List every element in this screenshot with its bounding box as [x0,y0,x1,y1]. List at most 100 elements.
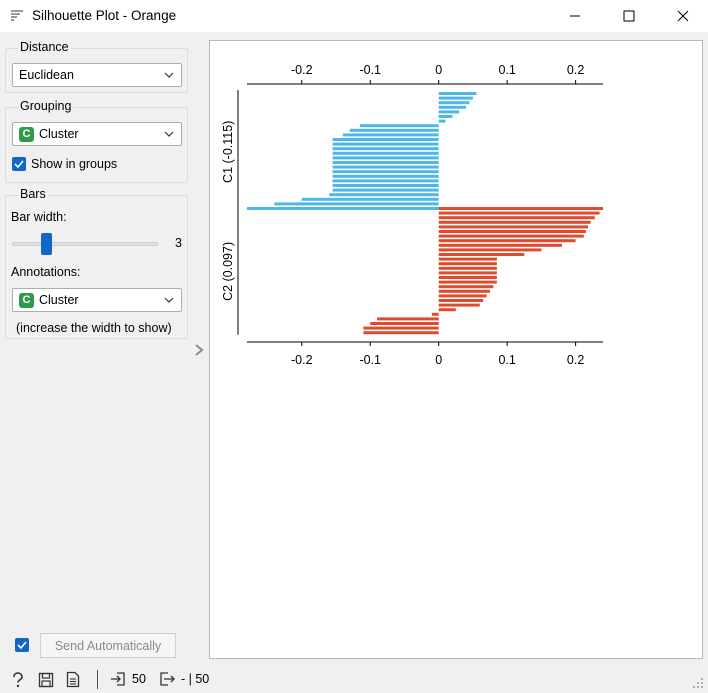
categorical-variable-icon: C [19,292,34,308]
grouping-combo-value: Cluster [39,127,79,141]
categorical-variable-icon: C [19,126,34,142]
silhouette-bar [332,151,439,155]
silhouette-bar [332,142,439,146]
silhouette-bar [377,317,439,321]
silhouette-bar [329,193,439,197]
bars-group: Bars Bar width: 3 Annotations: C Cluster… [5,187,188,339]
silhouette-bar [438,253,525,256]
silhouette-bar [332,188,439,192]
bottom-tick-label: -0.1 [359,353,381,367]
silhouette-bar [363,331,439,335]
status-bar: 50 - | 50 [0,667,708,693]
bottom-tick-label: -0.2 [291,353,313,367]
bars-group-title: Bars [18,187,48,201]
bar-width-value: 3 [175,236,182,250]
grouping-combo[interactable]: C Cluster [12,122,182,146]
annotations-combo[interactable]: C Cluster [12,288,182,312]
minimize-icon [570,15,580,17]
silhouette-bar [438,207,603,210]
silhouette-bar [438,220,591,224]
checkbox-checked-icon [15,638,29,652]
minimize-button[interactable] [552,0,598,32]
show-in-groups-label: Show in groups [31,157,118,171]
close-button[interactable] [660,0,706,32]
silhouette-bar [438,234,584,238]
silhouette-bar [438,257,497,261]
bar-width-label: Bar width: [11,210,67,224]
bottom-tick-label: 0.2 [567,353,584,367]
silhouette-bar [438,105,467,109]
bar-width-slider-handle[interactable] [41,233,52,255]
status-divider [97,670,98,689]
silhouette-bar [438,266,497,270]
resize-grip-icon[interactable] [690,675,704,689]
silhouette-bar [332,161,439,164]
silhouette-bar [342,133,439,137]
silhouette-bar [332,156,439,160]
chevron-down-icon [164,72,174,78]
silhouette-bar [438,262,497,266]
silhouette-bar [438,303,480,307]
silhouette-bar [363,326,439,330]
input-icon [111,672,125,686]
maximize-icon [623,10,635,22]
silhouette-bar [438,110,460,114]
bar-width-slider-track[interactable] [12,242,158,246]
silhouette-bar [332,138,439,141]
silhouette-bar [274,202,439,206]
top-tick-label: -0.2 [291,63,313,77]
silhouette-bar [438,211,600,215]
silhouette-bar [438,276,497,279]
silhouette-bar [438,289,491,293]
annotations-label: Annotations: [11,265,81,279]
top-tick-label: -0.1 [359,63,381,77]
top-tick-label: 0.2 [567,63,584,77]
group-label: C2 (0.097) [221,242,235,301]
silhouette-bar [438,101,470,105]
window-title: Silhouette Plot - Orange [32,8,177,23]
silhouette-bar [332,170,439,174]
annotations-combo-value: Cluster [39,293,79,307]
silhouette-bar [438,119,446,123]
silhouette-bar [438,280,497,284]
silhouette-bar [332,179,439,183]
silhouette-bar [370,322,439,325]
silhouette-bar [332,165,439,169]
silhouette-bar [438,230,586,233]
silhouette-bar [438,248,542,252]
silhouette-bar [438,239,576,243]
chevron-right-icon[interactable] [193,343,205,357]
silhouette-chart: -0.2 -0.2 -0.1 -0.1 0 0 0.1 0.1 0.2 0.2 C1 (-0.115… [221,63,603,367]
silhouette-bar [332,184,439,187]
silhouette-bar [438,243,562,247]
help-icon[interactable] [11,672,25,688]
group-label: C1 (-0.115) [221,121,235,183]
top-tick-label: 0.1 [498,63,515,77]
input-count-value: 50 [132,672,146,686]
silhouette-bar [301,197,439,201]
distance-group: Distance Euclidean [5,40,188,93]
silhouette-plot-area[interactable]: -0.2 -0.2 -0.1 -0.1 0 0 0.1 0.1 0.2 0.2 C1 (-0.115… [209,40,703,659]
chevron-down-icon [164,297,174,303]
send-automatically-button[interactable]: Send Automatically [40,633,176,658]
output-count: - | 50 [159,671,209,687]
silhouette-bar [438,115,453,118]
show-in-groups-checkbox[interactable]: Show in groups [12,157,117,171]
bottom-tick-label: 0.1 [498,353,515,367]
silhouette-bar [431,312,439,316]
silhouette-bar [332,174,439,178]
silhouette-bar [438,271,497,275]
maximize-button[interactable] [606,0,652,32]
silhouette-bar [332,147,439,151]
silhouette-bar [438,285,494,289]
silhouette-bar [438,96,473,100]
send-automatically-checkbox[interactable] [15,638,29,652]
silhouette-bar [438,299,484,302]
save-icon[interactable] [38,672,54,688]
distance-group-title: Distance [18,40,71,54]
report-icon[interactable] [66,671,80,688]
distance-combo[interactable]: Euclidean [12,63,182,87]
silhouette-bar [438,294,487,298]
output-count-value: - | 50 [181,672,210,686]
title-bar: Silhouette Plot - Orange [0,0,708,32]
